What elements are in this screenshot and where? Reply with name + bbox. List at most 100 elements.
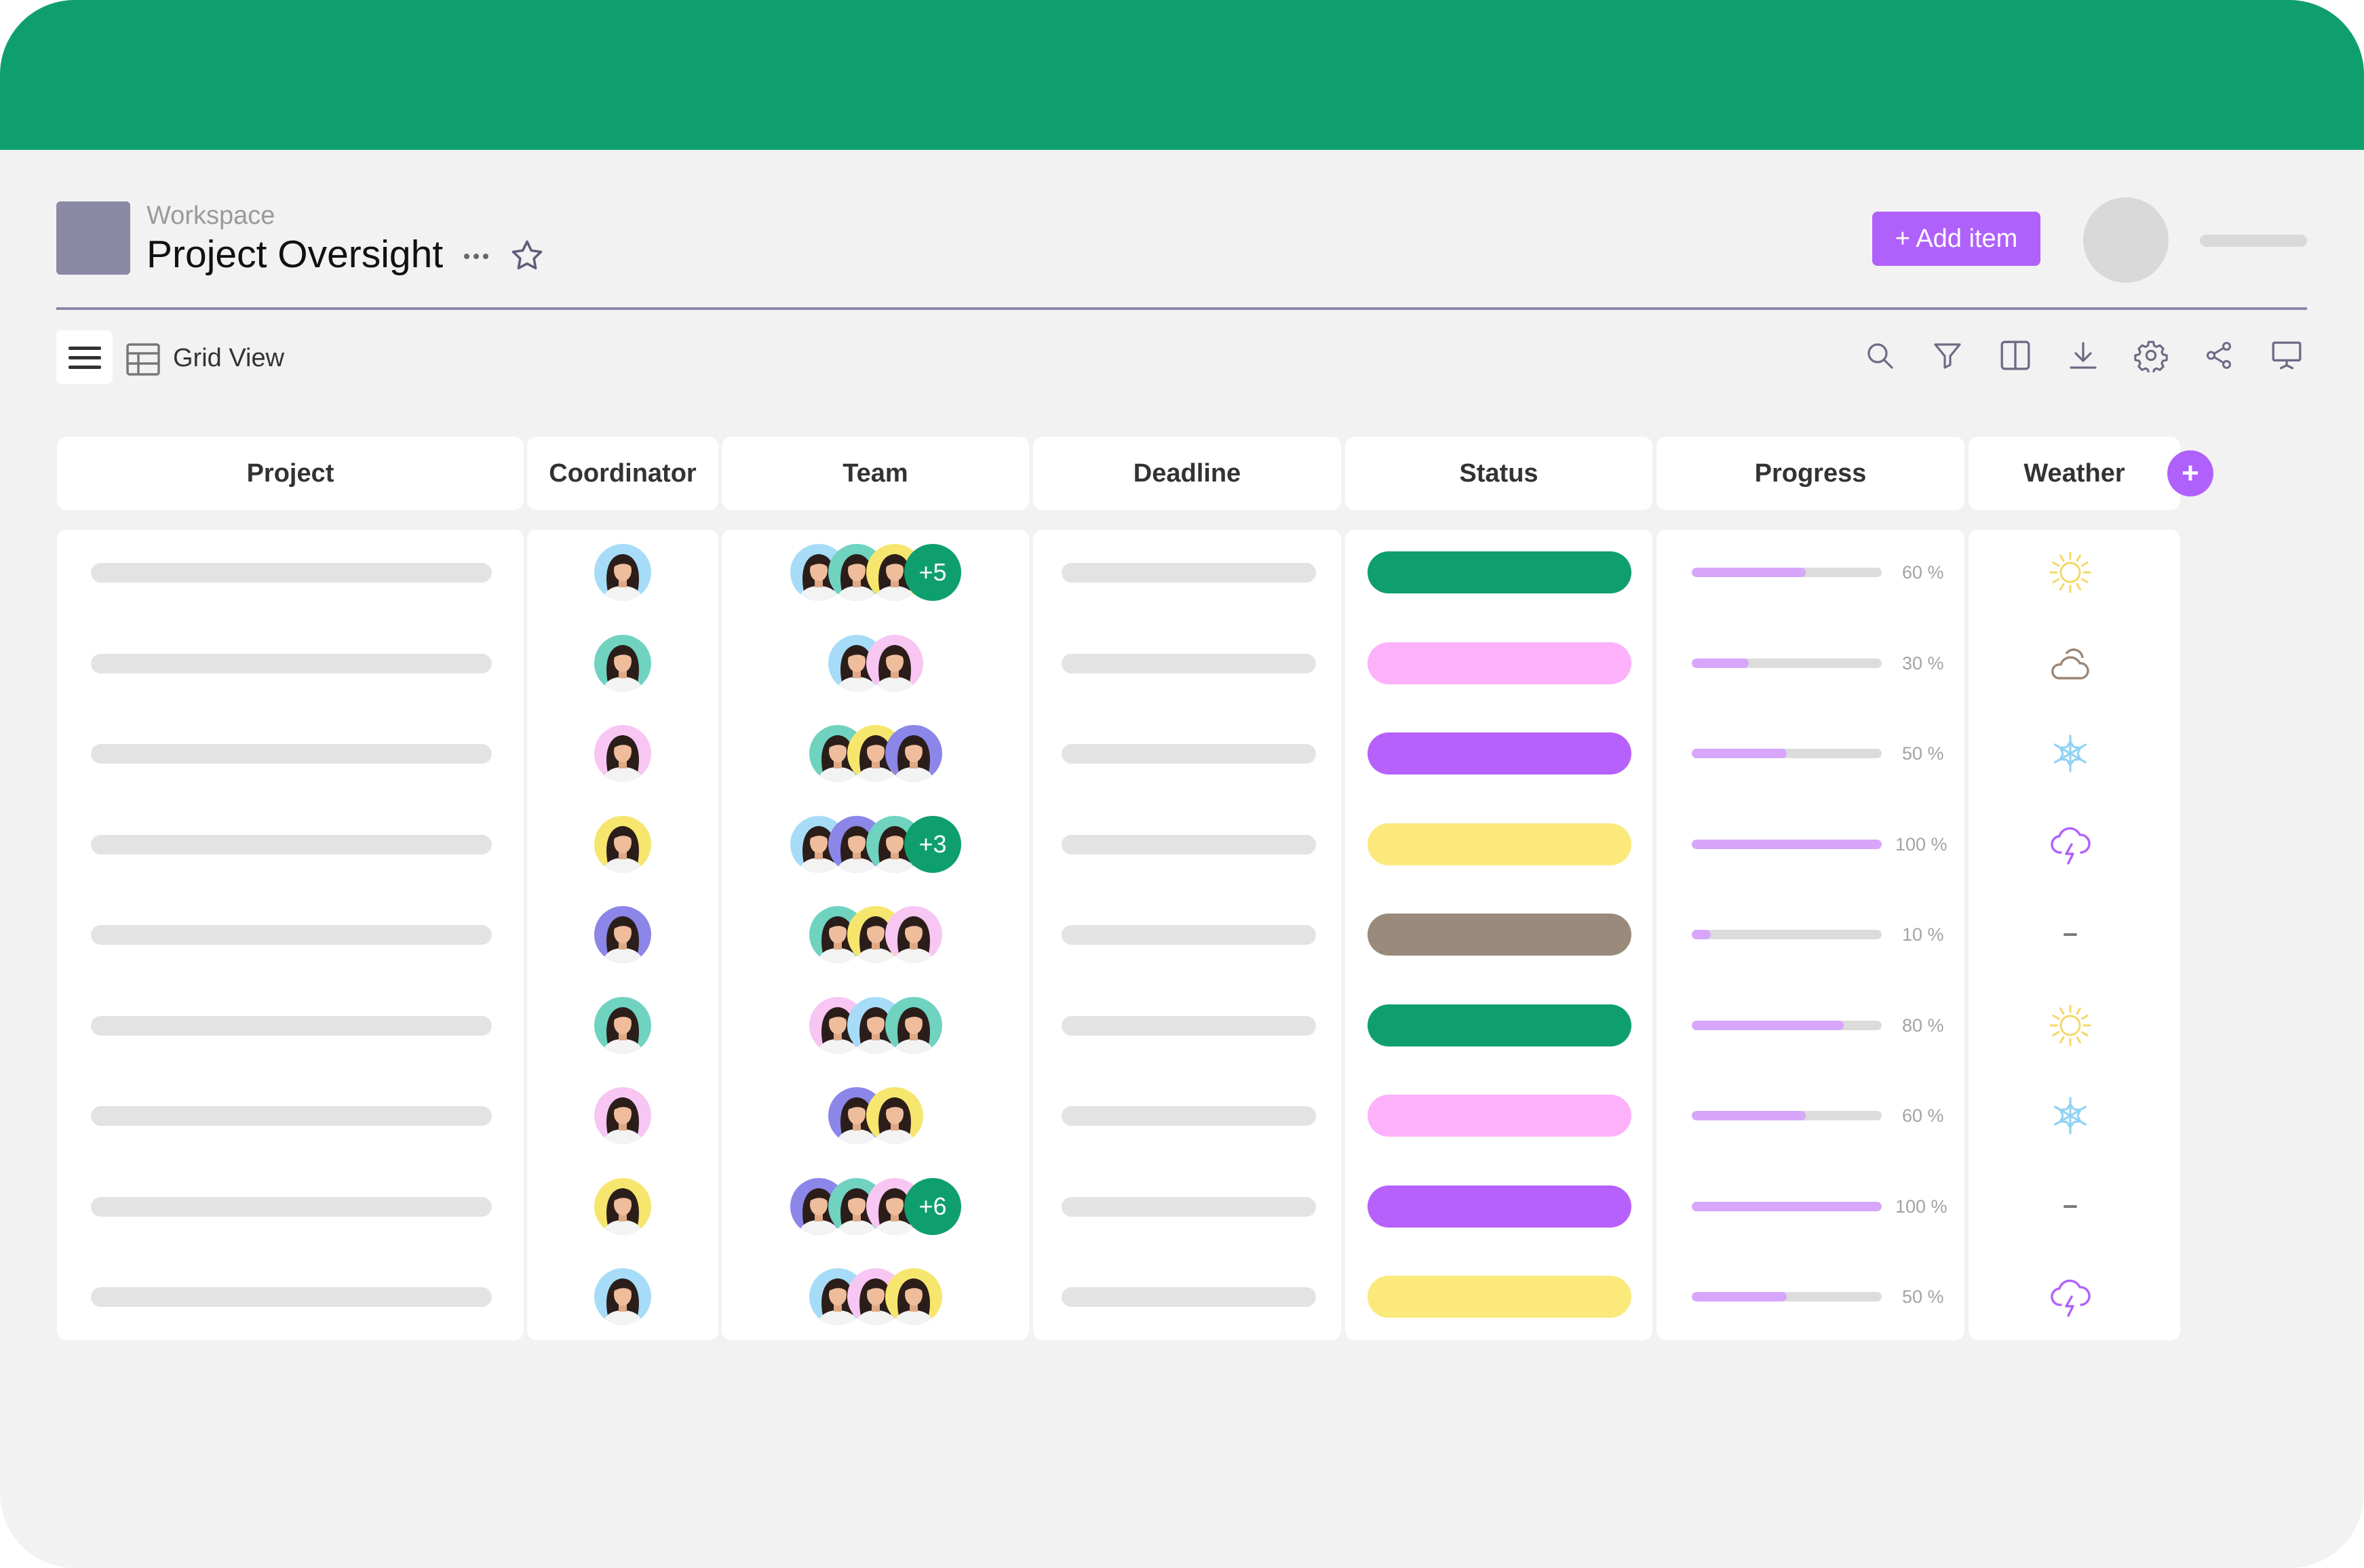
- deadline-placeholder[interactable]: [1062, 1196, 1316, 1217]
- team-member-avatar[interactable]: [809, 906, 866, 963]
- status-pill[interactable]: [1368, 1276, 1631, 1318]
- team-more-badge[interactable]: +6: [904, 1177, 961, 1235]
- filter-icon[interactable]: [1929, 336, 1966, 374]
- deadline-placeholder[interactable]: [1062, 563, 1316, 583]
- team-member-avatar[interactable]: [866, 1087, 923, 1144]
- project-name-placeholder[interactable]: [91, 1196, 492, 1217]
- add-column-button[interactable]: +: [2167, 450, 2213, 496]
- partly-cloudy-icon: [2046, 639, 2095, 688]
- progress-label: 50 %: [1902, 1287, 1944, 1307]
- settings-icon[interactable]: [2132, 336, 2170, 374]
- download-icon[interactable]: [2064, 336, 2102, 374]
- deadline-placeholder[interactable]: [1062, 1106, 1316, 1126]
- deadline-placeholder[interactable]: [1062, 1015, 1316, 1036]
- status-pill[interactable]: [1368, 732, 1631, 775]
- status-pill[interactable]: [1368, 914, 1631, 956]
- progress-bar: [1692, 1292, 1882, 1301]
- project-name-placeholder[interactable]: [91, 1015, 492, 1036]
- search-icon[interactable]: [1861, 336, 1899, 374]
- column-header-team[interactable]: Team: [722, 437, 1029, 510]
- progress-label: 80 %: [1902, 1015, 1944, 1036]
- progress-fill: [1692, 1020, 1844, 1030]
- progress-label: 100 %: [1895, 1196, 1948, 1217]
- add-item-button[interactable]: + Add item: [1872, 212, 2040, 266]
- project-name-placeholder[interactable]: [91, 925, 492, 945]
- columns-icon[interactable]: [1996, 336, 2034, 374]
- column-header-project[interactable]: Project: [57, 437, 524, 510]
- coordinator-avatar[interactable]: [594, 634, 651, 692]
- progress-bar: [1692, 930, 1882, 939]
- team-more-badge[interactable]: +5: [904, 544, 961, 601]
- weather-column: [1969, 530, 2180, 1340]
- header-divider: [56, 307, 2307, 310]
- star-icon[interactable]: [509, 237, 545, 274]
- progress-label: 100 %: [1895, 834, 1948, 855]
- status-pill[interactable]: [1368, 642, 1631, 684]
- team-member-avatar[interactable]: [885, 996, 942, 1054]
- column-header-weather[interactable]: Weather: [1969, 437, 2180, 510]
- coordinator-avatar[interactable]: [594, 725, 651, 782]
- workspace-label: Workspace: [147, 201, 275, 230]
- project-name-placeholder[interactable]: [91, 653, 492, 673]
- column-header-coordinator[interactable]: Coordinator: [527, 437, 718, 510]
- grid-view-icon[interactable]: [126, 343, 160, 376]
- project-name-placeholder[interactable]: [91, 744, 492, 764]
- team-member-avatar[interactable]: [866, 634, 923, 692]
- menu-button[interactable]: [56, 330, 113, 384]
- deadline-placeholder[interactable]: [1062, 925, 1316, 945]
- progress-label: 60 %: [1902, 1105, 1944, 1126]
- column-header-progress[interactable]: Progress: [1656, 437, 1964, 510]
- status-pill[interactable]: [1368, 1095, 1631, 1137]
- storm-icon: [2046, 820, 2095, 869]
- progress-bar: [1692, 658, 1882, 668]
- user-name-placeholder: [2200, 235, 2307, 247]
- status-pill[interactable]: [1368, 1004, 1631, 1046]
- deadline-placeholder[interactable]: [1062, 653, 1316, 673]
- more-options-icon[interactable]: [461, 247, 491, 266]
- project-name-placeholder[interactable]: [91, 834, 492, 855]
- progress-label: 50 %: [1902, 743, 1944, 764]
- coordinator-avatar[interactable]: [594, 996, 651, 1054]
- project-name-placeholder[interactable]: [91, 563, 492, 583]
- deadline-placeholder[interactable]: [1062, 744, 1316, 764]
- no-weather-dash: [2063, 1204, 2077, 1208]
- coordinator-avatar[interactable]: [594, 544, 651, 601]
- status-pill[interactable]: [1368, 551, 1631, 593]
- storm-icon: [2046, 1272, 2095, 1321]
- deadline-placeholder[interactable]: [1062, 834, 1316, 855]
- progress-bar: [1692, 568, 1882, 577]
- progress-label: 10 %: [1902, 924, 1944, 945]
- column-header-deadline[interactable]: Deadline: [1033, 437, 1341, 510]
- present-icon[interactable]: [2268, 336, 2306, 374]
- share-icon[interactable]: [2200, 336, 2238, 374]
- team-member-avatar[interactable]: [847, 1268, 904, 1325]
- user-avatar[interactable]: [2083, 197, 2169, 283]
- column-header-status[interactable]: Status: [1345, 437, 1652, 510]
- status-column: [1345, 530, 1652, 1340]
- progress-bar: [1692, 749, 1882, 758]
- coordinator-avatar[interactable]: [594, 1087, 651, 1144]
- team-column: +5 +3 +6: [722, 530, 1029, 1340]
- deadline-placeholder[interactable]: [1062, 1287, 1316, 1307]
- progress-bar: [1692, 1020, 1882, 1030]
- project-name-placeholder[interactable]: [91, 1287, 492, 1307]
- project-name-placeholder[interactable]: [91, 1106, 492, 1126]
- status-pill[interactable]: [1368, 823, 1631, 865]
- progress-fill: [1692, 568, 1806, 577]
- hamburger-icon: [68, 346, 101, 369]
- view-label[interactable]: Grid View: [173, 344, 285, 372]
- progress-bar: [1692, 1201, 1882, 1211]
- coordinator-avatar[interactable]: [594, 815, 651, 873]
- sun-icon: [2046, 1001, 2095, 1050]
- status-pill[interactable]: [1368, 1185, 1631, 1228]
- progress-fill: [1692, 930, 1711, 939]
- team-member-avatar[interactable]: [885, 906, 942, 963]
- coordinator-avatar[interactable]: [594, 1268, 651, 1325]
- coordinator-avatar[interactable]: [594, 1177, 651, 1235]
- coordinator-avatar[interactable]: [594, 906, 651, 963]
- progress-label: 30 %: [1902, 652, 1944, 673]
- team-member-avatar[interactable]: [885, 1268, 942, 1325]
- team-member-avatar[interactable]: [885, 725, 942, 782]
- team-more-badge[interactable]: +3: [904, 815, 961, 873]
